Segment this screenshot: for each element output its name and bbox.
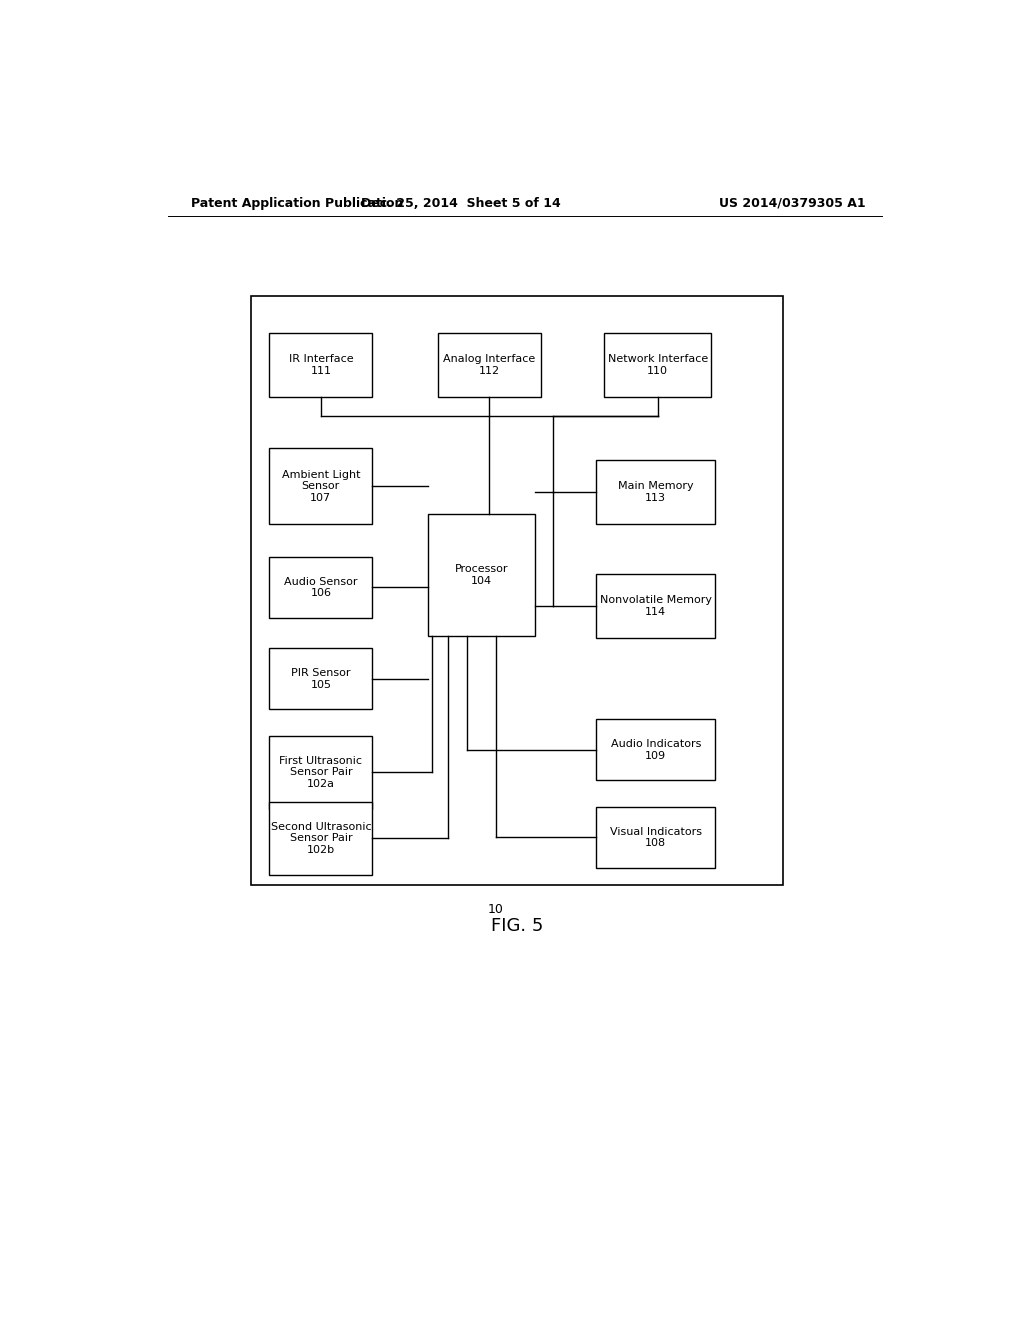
Text: Audio Sensor
106: Audio Sensor 106 [284, 577, 357, 598]
Bar [269, 801, 373, 875]
Text: Nonvolatile Memory
114: Nonvolatile Memory 114 [600, 595, 712, 616]
Text: US 2014/0379305 A1: US 2014/0379305 A1 [720, 197, 866, 210]
Bar [251, 296, 782, 886]
Bar [269, 447, 373, 524]
Bar [596, 461, 715, 524]
Text: Visual Indicators
108: Visual Indicators 108 [609, 826, 701, 849]
Text: FIG. 5: FIG. 5 [490, 917, 543, 935]
Bar [269, 557, 373, 618]
Bar [596, 719, 715, 780]
Text: Network Interface
110: Network Interface 110 [607, 355, 708, 376]
Bar [437, 333, 541, 397]
Text: Ambient Light
Sensor
107: Ambient Light Sensor 107 [282, 470, 360, 503]
Text: PIR Sensor
105: PIR Sensor 105 [291, 668, 350, 689]
Bar [269, 735, 373, 809]
Text: Processor
104: Processor 104 [455, 565, 508, 586]
Text: Second Ultrasonic
Sensor Pair
102b: Second Ultrasonic Sensor Pair 102b [270, 822, 371, 855]
Bar [604, 333, 712, 397]
Bar [596, 807, 715, 867]
Text: IR Interface
111: IR Interface 111 [289, 355, 353, 376]
Text: Dec. 25, 2014  Sheet 5 of 14: Dec. 25, 2014 Sheet 5 of 14 [361, 197, 561, 210]
Text: Main Memory
113: Main Memory 113 [617, 482, 693, 503]
Bar [269, 333, 373, 397]
Text: First Ultrasonic
Sensor Pair
102a: First Ultrasonic Sensor Pair 102a [280, 756, 362, 789]
Bar [428, 513, 536, 636]
Text: 10: 10 [487, 903, 504, 916]
Bar [596, 574, 715, 638]
Text: Analog Interface
112: Analog Interface 112 [443, 355, 536, 376]
Text: Audio Indicators
109: Audio Indicators 109 [610, 739, 701, 760]
Bar [269, 648, 373, 709]
Text: Patent Application Publication: Patent Application Publication [191, 197, 403, 210]
